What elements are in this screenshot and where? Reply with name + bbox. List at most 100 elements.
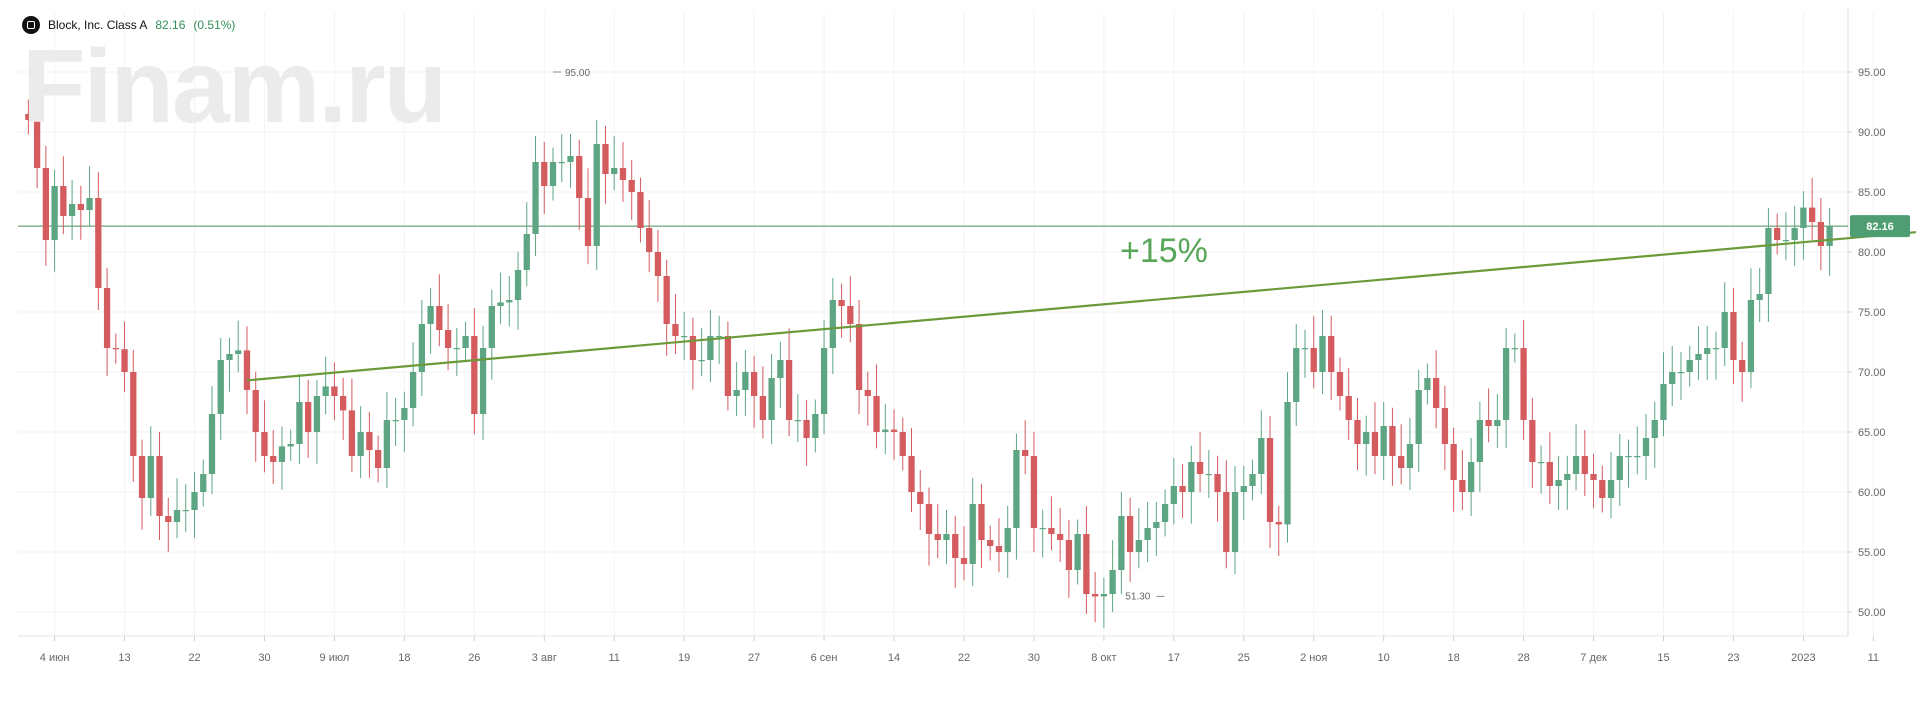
candle-body <box>278 446 286 462</box>
candle-body <box>698 360 705 362</box>
candle-body <box>820 348 828 414</box>
candle-body <box>1642 438 1650 456</box>
candle-body <box>1625 456 1632 458</box>
candle-body <box>855 324 863 390</box>
candle-body <box>899 432 906 456</box>
candle-body <box>925 504 933 534</box>
candle-body <box>742 372 749 390</box>
candle-body <box>611 168 618 174</box>
candle-body <box>663 276 670 324</box>
candle-body <box>182 510 189 512</box>
candle-body <box>576 156 583 198</box>
y-tick-label: 75.00 <box>1858 307 1886 319</box>
x-tick-label: 23 <box>1727 652 1739 664</box>
candle-body <box>794 420 801 422</box>
candle-body <box>1756 294 1763 300</box>
x-tick-label: 2 ноя <box>1300 652 1327 664</box>
x-tick-label: 3 авг <box>532 652 557 664</box>
candle-body <box>348 410 356 456</box>
candle-body <box>523 234 530 270</box>
x-tick-label: 30 <box>258 652 270 664</box>
candle-body <box>812 414 819 438</box>
candle-body <box>1144 528 1151 540</box>
candle-body <box>77 204 84 210</box>
current-price-label: 82.16 <box>1866 221 1894 233</box>
candle-body <box>130 372 137 456</box>
candle-body <box>68 204 76 216</box>
candle-body <box>1634 456 1641 458</box>
candle-body <box>1660 384 1667 420</box>
candle-body <box>374 450 382 468</box>
trend-percent-label: +15% <box>1120 232 1208 270</box>
candle-body <box>715 336 723 338</box>
candle-body <box>1293 348 1300 402</box>
candle-body <box>340 396 347 411</box>
candle-body <box>436 306 443 330</box>
candle-body <box>226 354 233 360</box>
x-tick-label: 9 июл <box>320 652 350 664</box>
candle-body <box>235 350 242 354</box>
candle-body <box>1826 226 1833 246</box>
x-tick-label: 18 <box>1448 652 1460 664</box>
candle-body <box>969 504 976 564</box>
candle-body <box>1205 474 1212 476</box>
candle-body <box>383 420 391 468</box>
candle-body <box>1091 594 1099 597</box>
candle-body <box>838 300 845 306</box>
x-tick-label: 30 <box>1028 652 1040 664</box>
candle-body <box>156 456 163 516</box>
candle-body <box>847 306 854 324</box>
candle-body <box>357 432 364 456</box>
candle-body <box>252 390 259 432</box>
candle-body <box>1669 372 1676 384</box>
candle-body <box>1188 462 1195 492</box>
candle-body <box>1048 528 1055 534</box>
x-tick-label: 10 <box>1378 652 1390 664</box>
candle-body <box>138 456 146 498</box>
candle-body <box>1231 492 1239 552</box>
candle-body <box>1170 486 1177 504</box>
candle-body <box>191 492 198 510</box>
candle-body <box>1057 534 1064 540</box>
candle-body <box>401 408 408 420</box>
candle-body <box>908 456 915 492</box>
max-value-label: 95.00 <box>565 68 590 79</box>
candle-body <box>785 360 793 420</box>
candle-body <box>1363 432 1370 444</box>
candle-body <box>1153 522 1160 528</box>
candle-body <box>558 162 565 164</box>
x-tick-label: 11 <box>1868 652 1879 664</box>
candle-body <box>60 186 67 216</box>
x-tick-label: 22 <box>188 652 200 664</box>
y-tick-label: 50.00 <box>1858 607 1886 619</box>
candle-body <box>1800 207 1807 228</box>
candle-body <box>1677 372 1685 374</box>
y-tick-label: 95.00 <box>1858 67 1886 79</box>
y-tick-label: 65.00 <box>1858 427 1886 439</box>
y-tick-label: 55.00 <box>1858 547 1886 559</box>
candle-body <box>1739 360 1746 372</box>
candle-body <box>768 378 775 420</box>
candle-body <box>261 432 268 456</box>
candle-body <box>1398 456 1405 468</box>
candle-body <box>444 330 452 348</box>
candle-body <box>1336 372 1344 396</box>
candle-body <box>1441 408 1449 444</box>
candle-body <box>1704 348 1711 354</box>
candle-body <box>1765 228 1772 294</box>
candle-body <box>1354 420 1361 444</box>
candle-body <box>1564 474 1571 480</box>
y-tick-label: 85.00 <box>1858 187 1886 199</box>
candle-body <box>1065 540 1073 570</box>
candle-body <box>943 534 950 540</box>
candle-body <box>103 288 111 348</box>
candle-body <box>506 300 513 303</box>
candle-body <box>296 402 303 444</box>
block-logo-icon <box>22 16 40 34</box>
candle-body <box>567 156 574 162</box>
candle-body <box>1467 462 1475 492</box>
candle-body <box>681 336 688 338</box>
candle-body <box>1581 456 1588 474</box>
candle-body <box>409 372 417 408</box>
